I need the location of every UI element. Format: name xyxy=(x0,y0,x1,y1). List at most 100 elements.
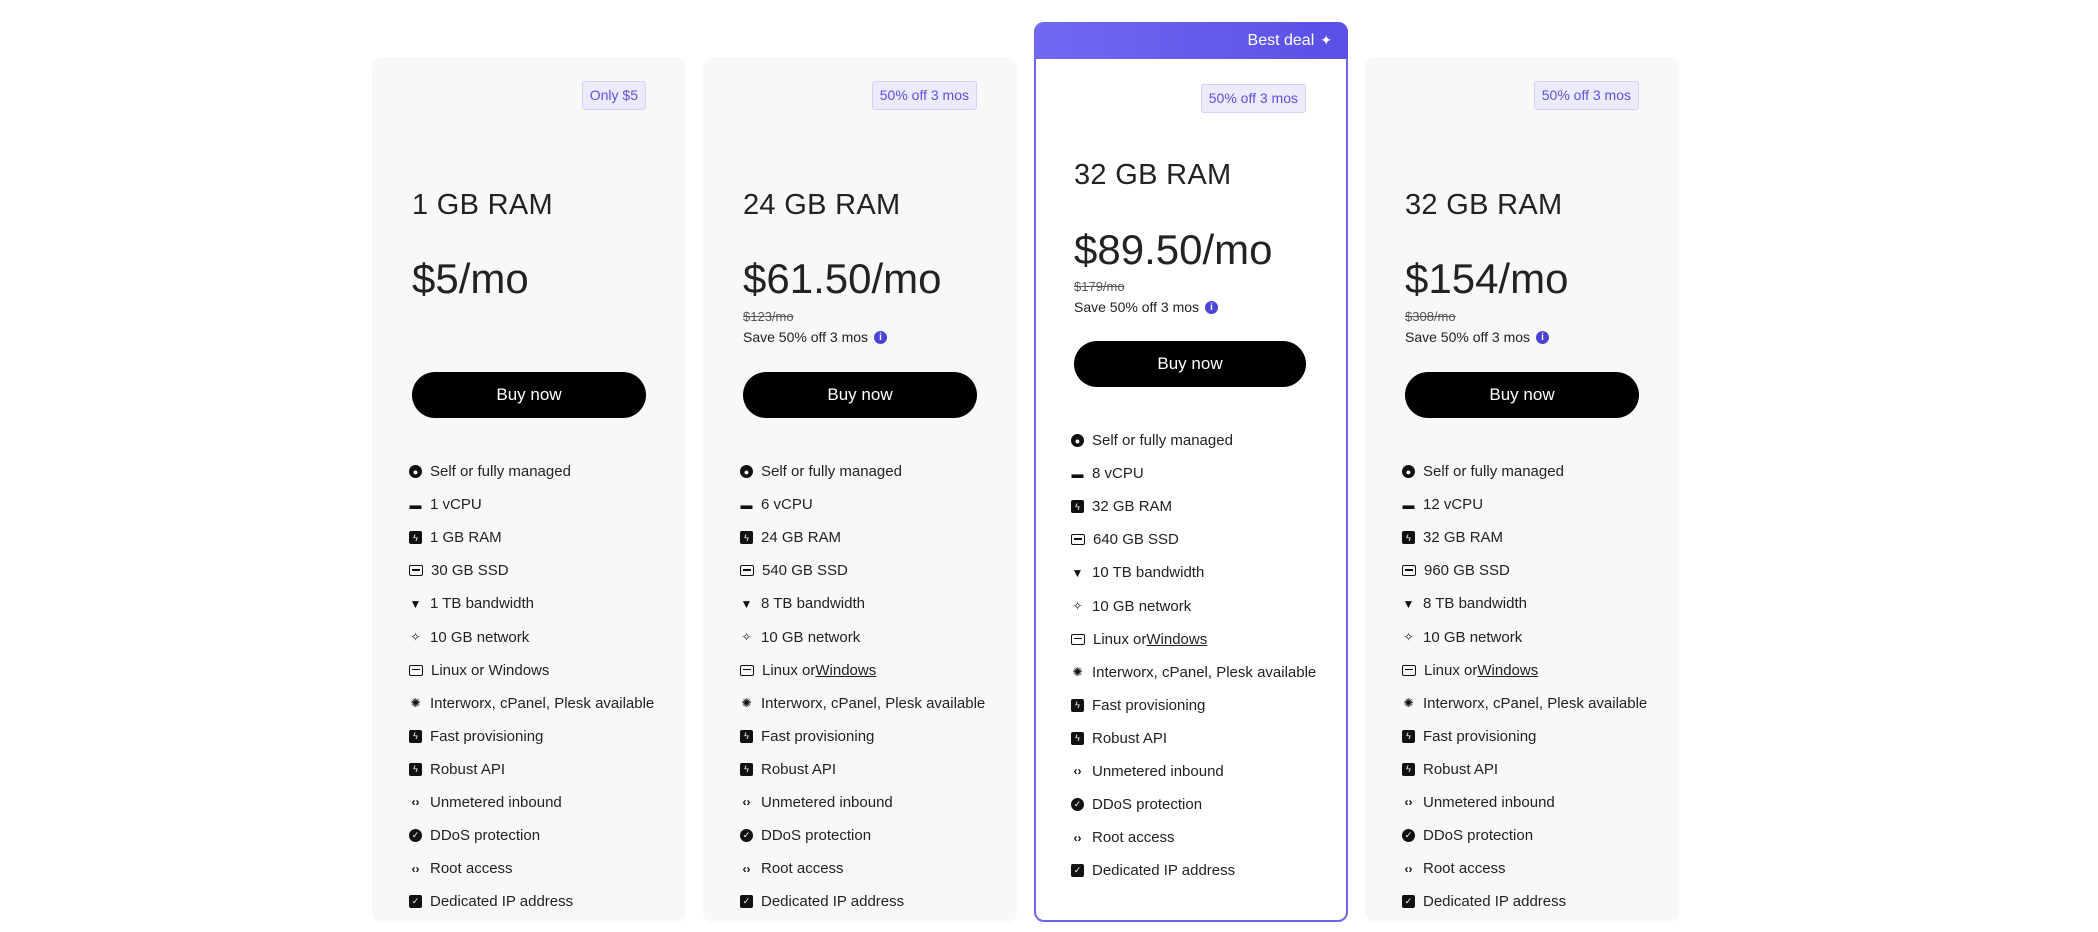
feature-text: DDoS protection xyxy=(761,827,872,845)
feature-item: ✧ 10 GB network xyxy=(409,620,654,653)
code-icon: ‹› xyxy=(411,795,420,810)
feature-text: 10 TB bandwidth xyxy=(1092,564,1205,582)
buy-now-button[interactable]: Buy now xyxy=(1405,372,1639,418)
feature-text: Robust API xyxy=(1423,760,1499,778)
feature-text: Self or fully managed xyxy=(761,463,902,481)
windows-link[interactable]: Windows xyxy=(1146,630,1208,648)
info-icon[interactable]: i xyxy=(1536,330,1550,344)
check-icon: ✓ xyxy=(740,895,753,909)
feature-text: Fast provisioning xyxy=(1092,696,1206,714)
sparkle-icon: ✧ xyxy=(410,630,421,645)
save-note: Save 50% off 3 mos i xyxy=(1074,299,1219,315)
original-price: $179/mo xyxy=(1074,279,1125,294)
buy-now-button[interactable]: Buy now xyxy=(412,372,646,418)
plan-card-32gb-featured: Best deal ✦ 50% off 3 mos 32 GB RAM $89.50/m… xyxy=(1034,22,1348,922)
feature-text: Interworx, cPanel, Plesk available xyxy=(430,694,655,712)
feature-item: ‹› Root access xyxy=(409,852,654,885)
server-icon xyxy=(1071,633,1085,645)
feature-text: Linux or xyxy=(1424,661,1478,679)
feature-item: ϟ Robust API xyxy=(1071,722,1316,755)
info-icon[interactable]: i xyxy=(874,330,888,344)
feature-item: ϟ Robust API xyxy=(409,753,654,786)
feature-text: Root access xyxy=(430,860,513,878)
feature-item: ‹› Unmetered inbound xyxy=(409,786,654,819)
bolt-icon: ϟ xyxy=(740,729,753,743)
storage-icon xyxy=(1071,534,1085,546)
shield-icon: ✓ xyxy=(740,829,753,843)
sparkle-icon: ✧ xyxy=(1403,630,1414,645)
cpu-icon: ▬ xyxy=(1402,497,1415,512)
feature-item: ▬ 12 vCPU xyxy=(1402,488,1647,521)
feature-text: Self or fully managed xyxy=(430,463,571,481)
feature-item: ϟ Robust API xyxy=(1402,753,1647,786)
feature-item: ‹› Root access xyxy=(1071,821,1316,854)
feature-item: ✓ Dedicated IP address xyxy=(1402,885,1647,918)
feature-item: ✓ DDoS protection xyxy=(409,819,654,852)
feature-text: 30 GB SSD xyxy=(431,562,509,580)
feature-text: 640 GB SSD xyxy=(1093,531,1179,549)
code-icon: ‹› xyxy=(742,861,751,876)
save-note-text: Save 50% off 3 mos xyxy=(1405,329,1531,345)
feature-text: Fast provisioning xyxy=(1423,727,1537,745)
plan-card-1gb: Only $5 1 GB RAM $5/mo Buy now ● Self or full… xyxy=(372,57,686,922)
feature-text: Root access xyxy=(1092,829,1175,847)
feature-text: Fast provisioning xyxy=(430,727,544,745)
feature-text: 10 GB network xyxy=(430,628,530,646)
buy-now-button[interactable]: Buy now xyxy=(1074,341,1306,387)
user-icon: ● xyxy=(1402,465,1415,479)
feature-text: 10 GB network xyxy=(1092,597,1192,615)
windows-link[interactable]: Windows xyxy=(1477,661,1539,679)
gear-icon: ✺ xyxy=(741,696,752,711)
feature-item: ● Self or fully managed xyxy=(1071,424,1316,457)
plan-title: 32 GB RAM xyxy=(1074,159,1232,191)
feature-text: Root access xyxy=(1423,860,1506,878)
discount-badge: 50% off 3 mos xyxy=(871,81,977,110)
save-note: Save 50% off 3 mos i xyxy=(1405,329,1550,345)
shield-icon: ✓ xyxy=(1402,829,1415,843)
bolt-icon: ϟ xyxy=(740,531,753,545)
plan-card-24gb: 50% off 3 mos 24 GB RAM $61.50/mo $123/mo Sa… xyxy=(703,57,1017,922)
bolt-icon: ϟ xyxy=(740,762,753,776)
feature-item: ✺ Interworx, cPanel, Plesk available xyxy=(409,687,654,720)
feature-item: 960 GB SSD xyxy=(1402,554,1647,587)
discount-badge: 50% off 3 mos xyxy=(1533,81,1639,110)
plan-title: 1 GB RAM xyxy=(412,189,553,221)
best-deal-label: Best deal xyxy=(1247,31,1315,49)
feature-text: Linux or xyxy=(1093,630,1147,648)
shield-icon: ✓ xyxy=(409,829,422,843)
plan-card-32gb: 50% off 3 mos 32 GB RAM $154/mo $308/mo Save… xyxy=(1365,57,1679,922)
feature-item: ● Self or fully managed xyxy=(740,455,985,488)
feature-text: Linux or xyxy=(762,661,816,679)
feature-text: 960 GB SSD xyxy=(1424,562,1510,580)
feature-item: ϟ Fast provisioning xyxy=(1402,720,1647,753)
gear-icon: ✺ xyxy=(1403,696,1414,711)
bolt-icon: ϟ xyxy=(1402,762,1415,776)
storage-icon xyxy=(1402,565,1416,577)
plan-price: $5/mo xyxy=(412,255,529,302)
feature-text: 6 vCPU xyxy=(761,496,813,514)
feature-item: 30 GB SSD xyxy=(409,554,654,587)
gear-icon: ✺ xyxy=(410,696,421,711)
feature-item: ▼ 8 TB bandwidth xyxy=(1402,587,1647,620)
info-icon[interactable]: i xyxy=(1205,300,1219,314)
check-icon: ✓ xyxy=(409,895,422,909)
windows-link[interactable]: Windows xyxy=(815,661,877,679)
feature-item: ✓ Dedicated IP address xyxy=(740,885,985,918)
feature-item: ✓ Dedicated IP address xyxy=(1071,854,1316,887)
feature-text: 10 GB network xyxy=(1423,628,1523,646)
feature-list: ● Self or fully managed ▬ 12 vCPU ϟ 32 GB RAM… xyxy=(1402,455,1647,918)
bolt-icon: ϟ xyxy=(1071,500,1084,514)
original-price: $308/mo xyxy=(1405,309,1456,324)
code-icon: ‹› xyxy=(411,861,420,876)
plan-price: $61.50/mo xyxy=(743,255,942,302)
best-deal-banner: Best deal ✦ xyxy=(1034,22,1348,59)
cpu-icon: ▬ xyxy=(740,497,753,512)
feature-text: Unmetered inbound xyxy=(1092,762,1224,780)
feature-item: ✓ DDoS protection xyxy=(1402,819,1647,852)
buy-now-button[interactable]: Buy now xyxy=(743,372,977,418)
bolt-icon: ϟ xyxy=(1402,531,1415,545)
sparkle-icon: ✧ xyxy=(741,630,752,645)
code-icon: ‹› xyxy=(1073,830,1082,845)
feature-text: 1 TB bandwidth xyxy=(430,595,534,613)
feature-text: Robust API xyxy=(1092,729,1168,747)
